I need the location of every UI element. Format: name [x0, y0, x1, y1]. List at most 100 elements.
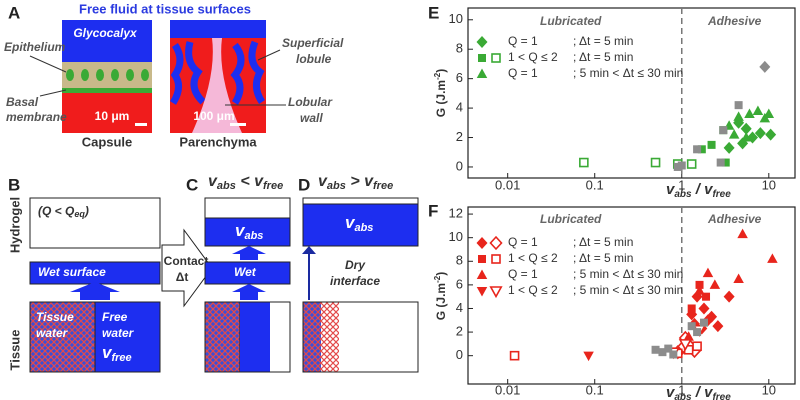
- marker: [692, 341, 702, 352]
- label: Dry: [345, 258, 366, 272]
- chart-f-labels: F G (J.m-2) vabs / vfree Lubricated Adhe…: [428, 201, 762, 400]
- marker: [723, 290, 735, 303]
- marker: [509, 350, 520, 361]
- marker: [491, 53, 501, 63]
- label: Free: [102, 310, 128, 324]
- marker: [697, 145, 706, 154]
- chart-e-labels: E G (J.m-2) vabs / vfree Lubricated Adhe…: [428, 3, 762, 199]
- marker: [752, 105, 764, 116]
- panel-c: C vabs < vfree vabs Wet: [186, 173, 291, 373]
- legend-label: ; Δt = 5 min: [573, 235, 633, 249]
- x-tick-label: 0.01: [495, 177, 520, 192]
- marker: [687, 304, 696, 313]
- label: membrane: [6, 110, 67, 124]
- marker: [740, 132, 752, 142]
- label: water: [102, 326, 135, 340]
- marker: [683, 331, 694, 341]
- legend-label: ; 5 min < Δt ≤ 30 min: [573, 267, 683, 281]
- marker: [658, 348, 667, 357]
- label: Wet: [234, 265, 257, 279]
- label: vabs: [345, 213, 373, 233]
- y-tick-label: 4: [456, 300, 463, 315]
- label: vfree: [102, 343, 132, 363]
- panel-label: F: [428, 201, 438, 220]
- x-tick-label: 1: [678, 382, 685, 397]
- lobular-wall: [192, 38, 242, 133]
- marker: [489, 286, 503, 299]
- label: Epithelium: [4, 40, 66, 54]
- x-axis-label: vabs / vfree: [666, 181, 731, 200]
- dry-tissue: [321, 302, 339, 372]
- legend-label: Q = 1: [508, 267, 538, 281]
- scale-bar: [135, 123, 147, 126]
- marker: [695, 280, 704, 289]
- label: vabs < vfree: [208, 173, 283, 192]
- scale: 100 μm: [193, 109, 234, 123]
- label: vabs > vfree: [318, 173, 393, 192]
- marker: [650, 157, 661, 168]
- basal-layer: [62, 88, 152, 93]
- label: Capsule: [82, 134, 133, 149]
- marker: [723, 141, 735, 154]
- contact-arrow: [161, 228, 213, 308]
- epithelium-layer: [62, 62, 152, 88]
- panel-d: D vabs > vfree vabs Dry interface: [298, 173, 419, 373]
- marker: [489, 235, 503, 251]
- y-tick-label: 10: [449, 11, 463, 26]
- marker: [765, 128, 777, 141]
- y-tick-label: 2: [456, 129, 463, 144]
- label: Contact: [164, 254, 209, 268]
- marker: [476, 269, 488, 279]
- marker: [476, 68, 488, 78]
- pointer: [39, 89, 67, 97]
- legend-label: Q = 1: [508, 66, 538, 80]
- tissue-water: [303, 302, 321, 372]
- legend-label: ; Δt = 5 min: [573, 34, 633, 48]
- marker: [737, 228, 748, 239]
- marker: [712, 320, 724, 333]
- marker: [719, 126, 728, 135]
- legend-label: 1 < Q ≤ 2: [508, 283, 558, 297]
- x-tick-label: 0.1: [586, 382, 604, 397]
- x-axis-label: vabs / vfree: [666, 384, 731, 400]
- tissue-box: [302, 301, 419, 373]
- free-water: [94, 301, 161, 373]
- panel-label: B: [8, 175, 20, 194]
- y-tick-label: 2: [456, 324, 463, 339]
- y-tick-label: 4: [456, 100, 463, 115]
- x-tick-label: 0.01: [495, 382, 520, 397]
- region-label: Adhesive: [707, 212, 762, 226]
- marker: [476, 287, 488, 297]
- marker: [694, 285, 705, 295]
- arrow: [302, 246, 316, 300]
- marker: [478, 255, 486, 263]
- marker: [734, 101, 743, 110]
- marker: [478, 54, 486, 62]
- region-label: Adhesive: [707, 14, 762, 28]
- legend-label: ; Δt = 5 min: [573, 50, 633, 64]
- legend-label: Q = 1: [508, 34, 538, 48]
- y-tick-label: 0: [456, 347, 463, 362]
- scale-bar: [230, 123, 246, 126]
- y-axis-label: G (J.m-2): [433, 272, 448, 320]
- plot-frame: [467, 206, 796, 385]
- marker: [716, 158, 725, 167]
- label: Superficial: [282, 36, 344, 50]
- label: Basal: [6, 95, 39, 109]
- tissue-water: [29, 301, 96, 373]
- marker: [491, 254, 501, 264]
- marker: [693, 328, 702, 337]
- panel-label: E: [428, 3, 439, 22]
- marker: [476, 237, 488, 249]
- marker: [767, 253, 778, 263]
- label: Wet surface: [38, 265, 106, 279]
- y-tick-label: 8: [456, 41, 463, 56]
- pointer: [29, 55, 67, 73]
- marker: [686, 159, 697, 169]
- tissue-box: [204, 301, 291, 373]
- y-tick-label: 6: [456, 70, 463, 85]
- marker: [476, 36, 488, 48]
- panel-label: A: [8, 3, 20, 22]
- marker: [669, 350, 678, 359]
- absorbed: [302, 203, 419, 247]
